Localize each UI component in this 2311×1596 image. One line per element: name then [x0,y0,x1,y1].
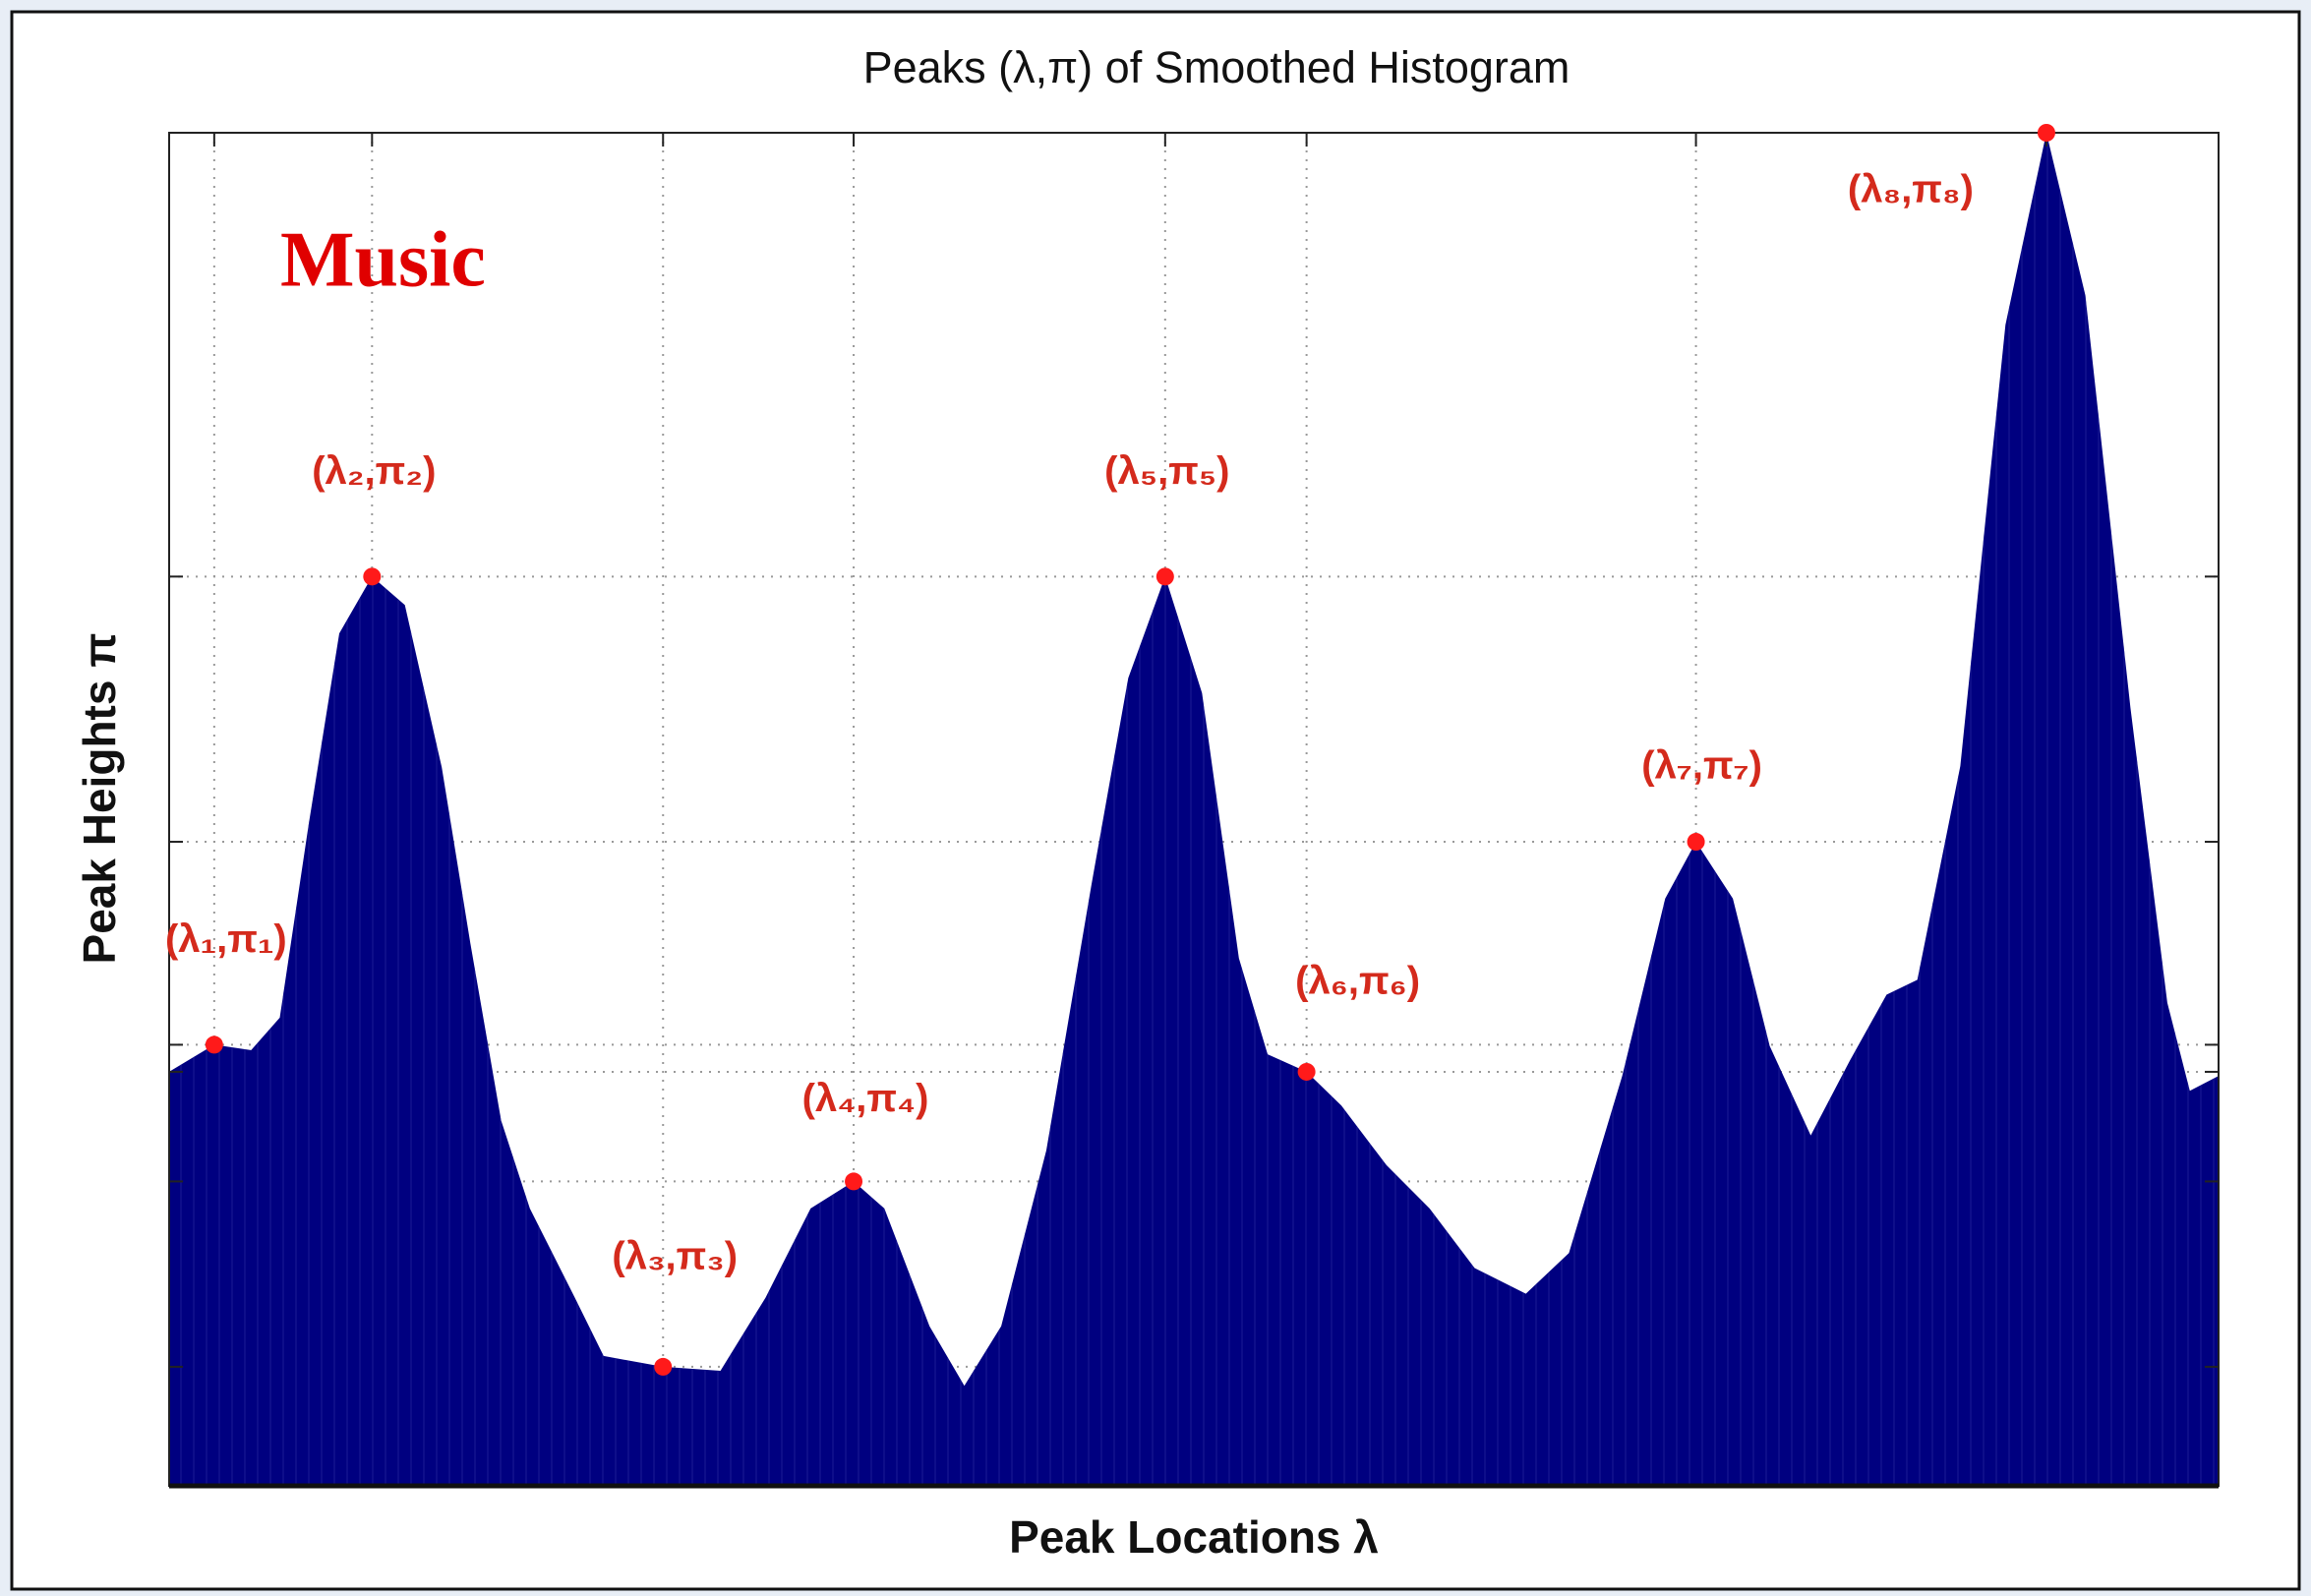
histogram-area [169,133,2219,1486]
peak-marker [1156,567,1174,586]
y-axis-label: Peak Heights π [74,633,125,965]
peak-marker [363,567,382,586]
peak-label: (λ₆,π₆) [1295,960,1420,1003]
peak-label: (λ₁,π₁) [165,917,287,961]
peak-label: (λ₅,π₅) [1104,449,1229,493]
peak-marker [2037,124,2055,142]
peak-label: (λ₄,π₄) [802,1077,929,1120]
peak-marker [845,1172,863,1191]
peak-label: (λ₈,π₈) [1848,168,1974,211]
peak-marker [205,1035,223,1054]
peak-label: (λ₂,π₂) [312,449,436,493]
peak-marker [1297,1062,1316,1081]
peak-label: (λ₃,π₃) [612,1234,738,1277]
peak-marker [654,1357,673,1376]
annotation: Music [280,216,486,303]
peak-marker [1687,833,1705,852]
chart-title: Peaks (λ,π) of Smoothed Histogram [863,42,1570,92]
x-axis-label: Peak Locations λ [1009,1511,1379,1563]
peak-label: (λ₇,π₇) [1641,744,1762,788]
